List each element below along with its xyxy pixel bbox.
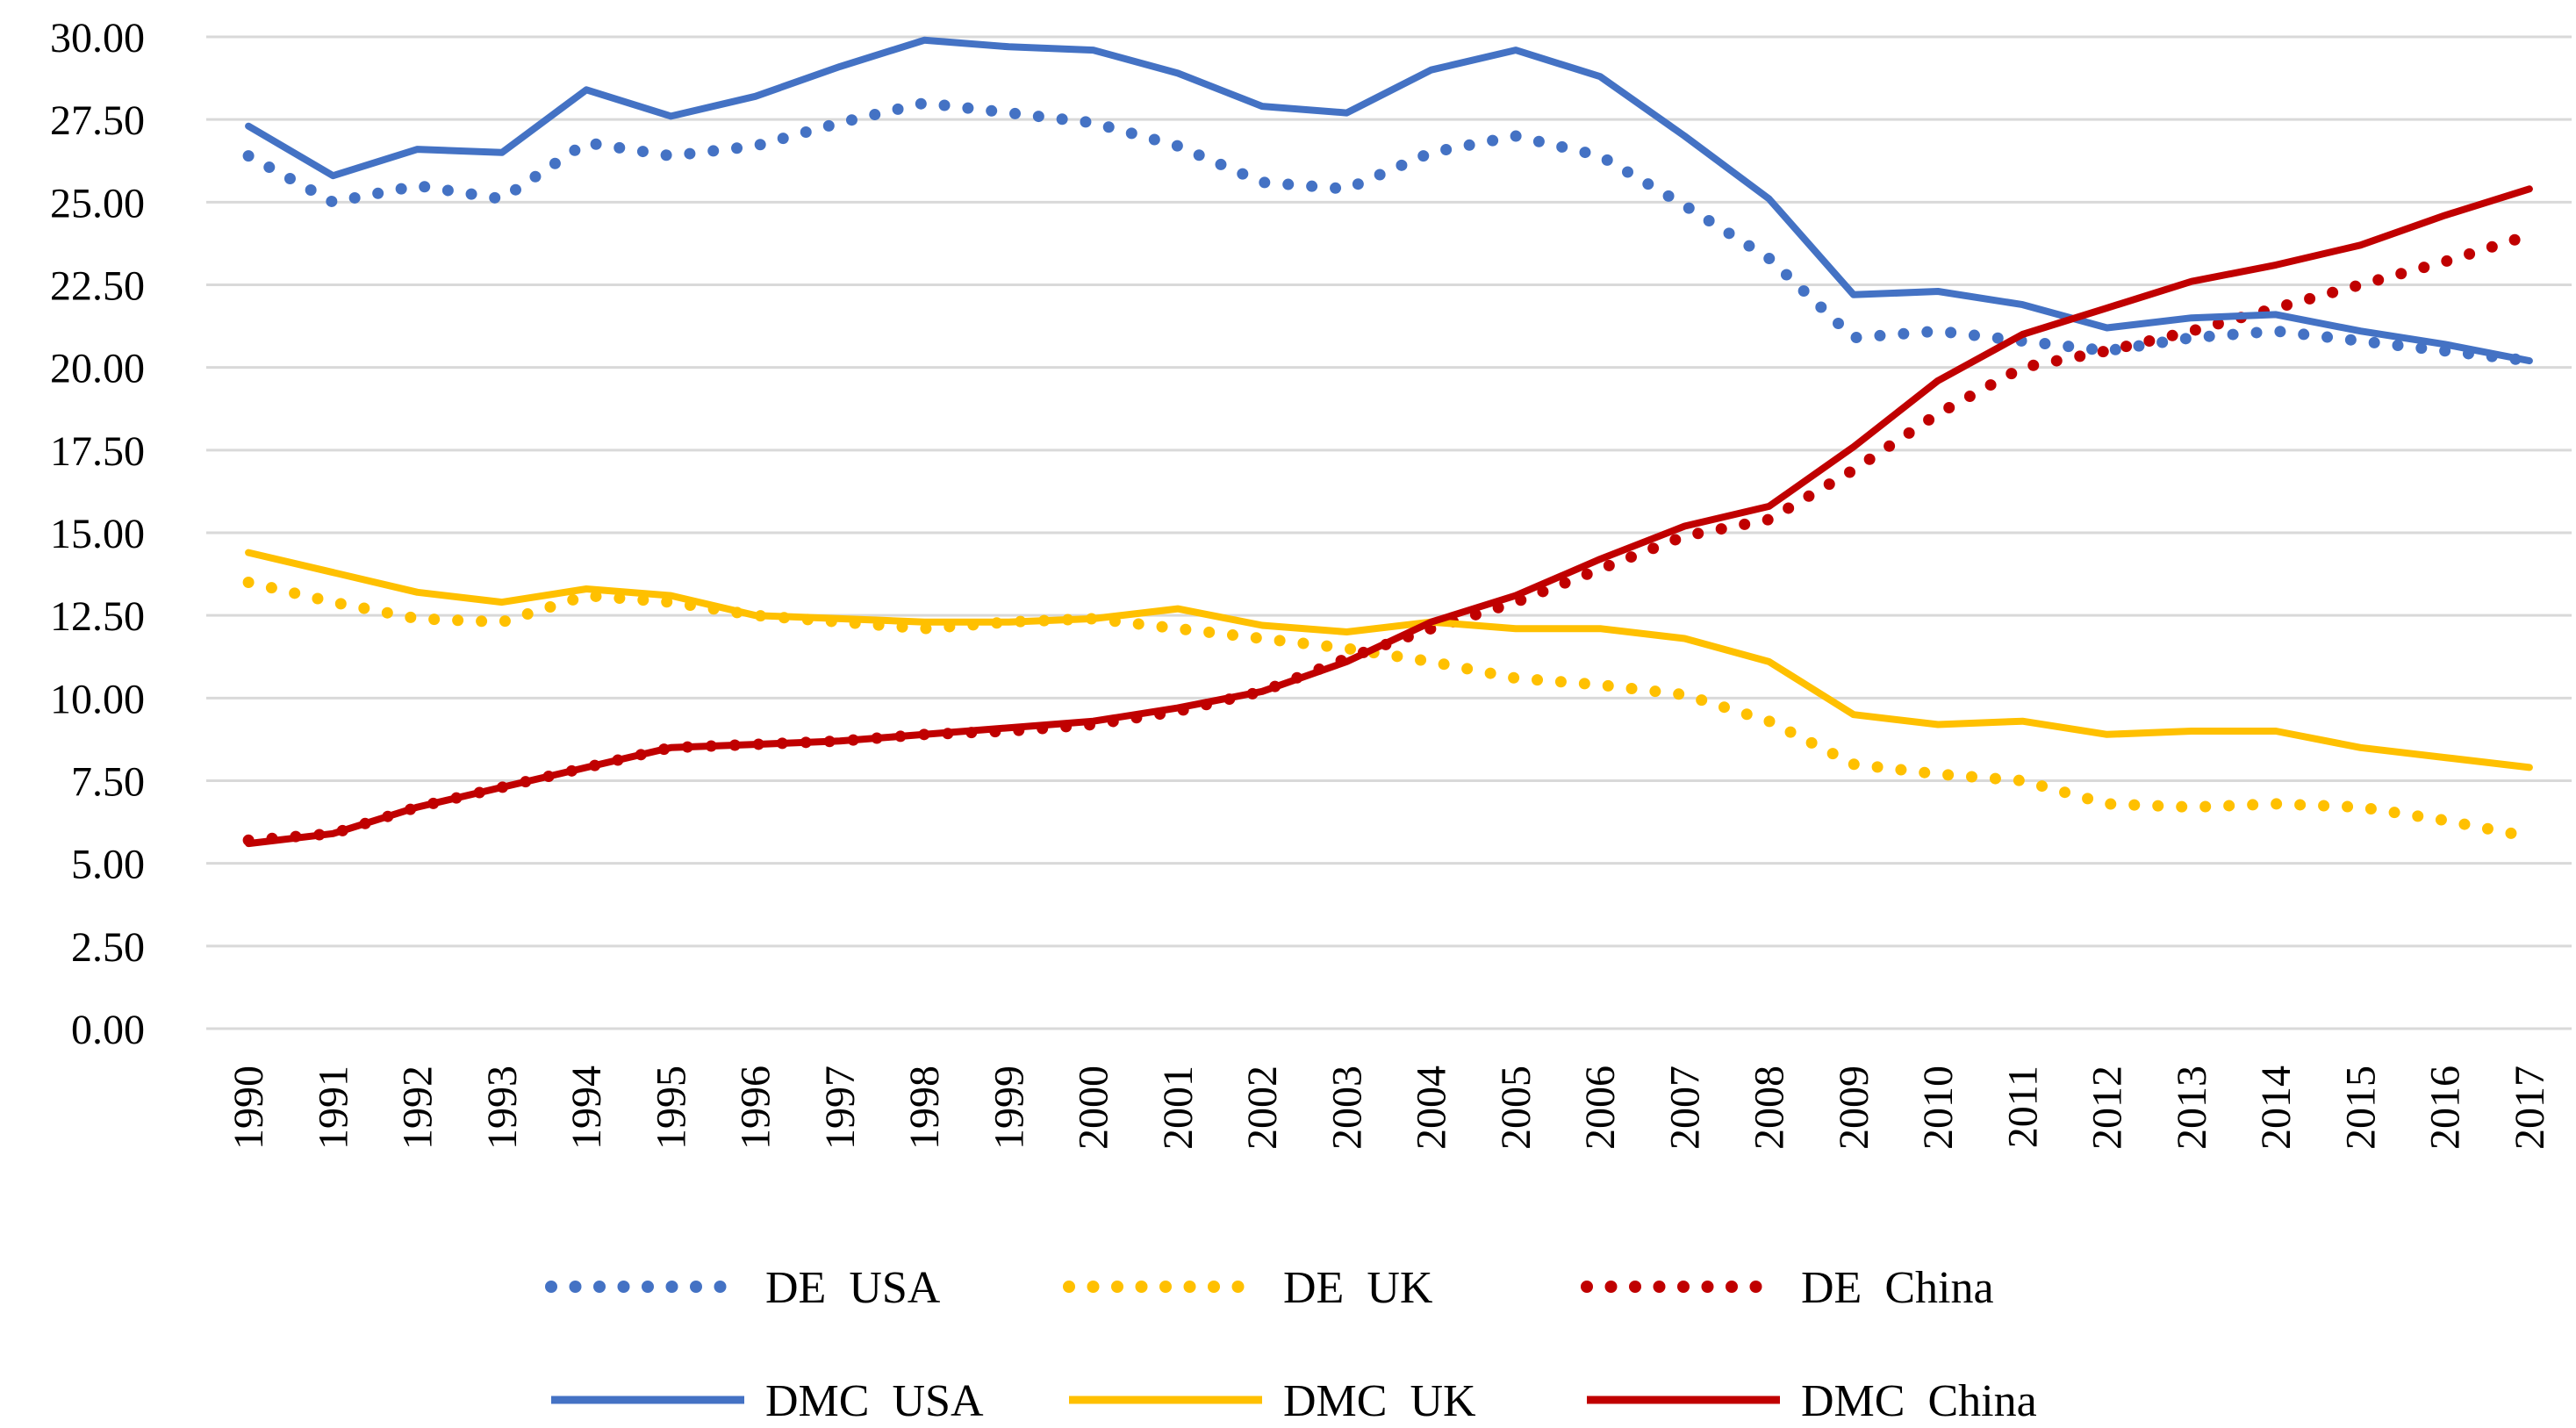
legend-item: DMC UK <box>1069 1376 1476 1426</box>
y-tick-label: 12.50 <box>50 593 145 640</box>
x-tick-label: 2012 <box>2084 1066 2131 1150</box>
x-tick-label: 2001 <box>1155 1066 1202 1150</box>
y-tick-label: 25.00 <box>50 180 145 226</box>
y-tick-label: 17.50 <box>50 428 145 475</box>
x-tick-label: 2016 <box>2422 1066 2469 1150</box>
y-tick-label: 27.50 <box>50 97 145 144</box>
x-axis-tick-labels: 1990 1991 1992 1993 1994 1995 1996 1997 1998 1999… <box>226 1066 2553 1150</box>
series-line-de-usa <box>242 97 2536 367</box>
legend-label: DE China <box>1801 1263 1994 1313</box>
x-tick-label: 1999 <box>986 1066 1032 1150</box>
x-tick-label: 2017 <box>2507 1066 2553 1150</box>
legend-label: DMC UK <box>1283 1376 1476 1426</box>
x-tick-label: 1996 <box>733 1066 779 1150</box>
y-tick-label: 0.00 <box>71 1007 145 1053</box>
y-tick-label: 2.50 <box>71 924 145 971</box>
x-tick-label: 1994 <box>563 1066 610 1150</box>
x-tick-label: 2002 <box>1239 1066 1286 1150</box>
x-tick-label: 2007 <box>1661 1066 1708 1150</box>
series-line-de-uk <box>242 577 2536 843</box>
legend-item: DE China <box>1581 1263 1994 1313</box>
x-tick-label: 2005 <box>1493 1066 1539 1150</box>
legend-item: DMC USA <box>551 1376 984 1426</box>
x-tick-label: 1993 <box>479 1066 526 1150</box>
x-tick-label: 1998 <box>901 1066 948 1150</box>
legend-item: DE UK <box>1063 1263 1433 1313</box>
legend-label: DMC China <box>1801 1376 2037 1426</box>
x-tick-label: 1991 <box>310 1066 356 1150</box>
series-line-dmc-uk <box>245 549 2533 771</box>
legend-item: DMC China <box>1587 1376 2037 1426</box>
legend-label: DE USA <box>765 1263 941 1313</box>
y-tick-label: 20.00 <box>50 346 145 392</box>
x-tick-label: 2014 <box>2253 1066 2300 1150</box>
y-tick-label: 10.00 <box>50 676 145 722</box>
x-tick-label: 2013 <box>2169 1066 2215 1150</box>
x-tick-label: 2004 <box>1409 1066 1455 1150</box>
x-tick-label: 2009 <box>1831 1066 1877 1150</box>
x-tick-label: 1995 <box>648 1066 694 1150</box>
x-tick-label: 2003 <box>1324 1066 1370 1150</box>
series-line-de-china <box>242 229 2536 846</box>
legend-item: DE USA <box>545 1263 941 1313</box>
x-tick-label: 1997 <box>817 1066 864 1150</box>
x-tick-label: 2010 <box>1915 1066 1962 1150</box>
y-tick-label: 7.50 <box>71 759 145 806</box>
y-tick-label: 5.00 <box>71 842 145 888</box>
x-tick-label: 1990 <box>226 1066 272 1150</box>
series-line-dmc-china <box>245 185 2533 848</box>
y-axis-tick-labels: 0.00 2.50 5.00 7.50 10.00 12.50 15.00 17.50 20.0… <box>50 15 145 1053</box>
series-line-dmc-usa <box>245 36 2533 365</box>
legend: DE USA DE UK DE China DMC USA DMC UK DMC Chin… <box>545 1263 2037 1426</box>
y-tick-label: 30.00 <box>50 15 145 61</box>
gridlines <box>206 35 2572 1030</box>
x-tick-label: 2008 <box>1747 1066 1793 1150</box>
legend-label: DMC USA <box>765 1376 984 1426</box>
legend-label: DE UK <box>1283 1263 1433 1313</box>
series-lines <box>242 36 2536 848</box>
x-tick-label: 2015 <box>2337 1066 2384 1150</box>
x-tick-label: 2011 <box>1999 1066 2046 1148</box>
x-tick-label: 2006 <box>1577 1066 1624 1150</box>
y-tick-label: 22.50 <box>50 263 145 310</box>
x-tick-label: 1992 <box>395 1066 441 1150</box>
y-tick-label: 15.00 <box>50 511 145 557</box>
x-tick-label: 2000 <box>1071 1066 1117 1150</box>
